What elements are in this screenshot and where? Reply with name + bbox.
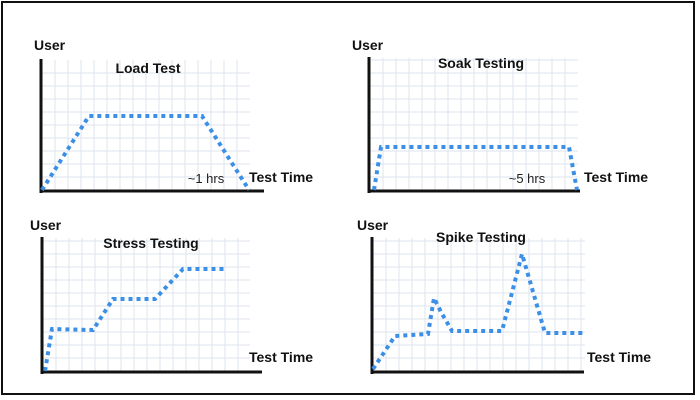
title-spike-testing: Spike Testing xyxy=(436,229,526,245)
grid-stress-testing xyxy=(43,238,250,371)
duration-soak-testing: ~5 hrs xyxy=(509,171,546,186)
grid-spike-testing xyxy=(373,238,585,371)
y-axis-label-soak-testing: User xyxy=(352,37,384,53)
y-axis-label-spike-testing: User xyxy=(357,217,389,233)
spike-curve xyxy=(371,246,585,371)
stress-curve xyxy=(43,267,225,372)
x-axis-label-stress-testing: Test Time xyxy=(249,349,313,365)
grid-soak-testing xyxy=(370,58,578,190)
x-axis-label-spike-testing: Test Time xyxy=(587,349,651,365)
y-axis-label-stress-testing: User xyxy=(30,217,62,233)
panel-load-test: User Load Test ~1 hrs Test Time xyxy=(34,37,313,193)
x-axis-label-load-test: Test Time xyxy=(249,169,313,185)
load-curve xyxy=(40,114,251,192)
y-axis-label-load-test: User xyxy=(34,37,66,53)
title-soak-testing: Soak Testing xyxy=(438,55,524,71)
title-stress-testing: Stress Testing xyxy=(103,235,198,251)
panel-spike-testing: User Spike Testing Test Time xyxy=(357,217,651,374)
panel-soak-testing: User Soak Testing ~5 hrs Test Time xyxy=(352,37,648,193)
duration-load-test: ~1 hrs xyxy=(188,171,225,186)
soak-curve xyxy=(372,145,579,191)
title-load-test: Load Test xyxy=(115,60,180,76)
diagram-frame xyxy=(1,1,695,395)
panel-stress-testing: User Stress Testing Test Time xyxy=(30,217,313,374)
x-axis-label-soak-testing: Test Time xyxy=(584,169,648,185)
